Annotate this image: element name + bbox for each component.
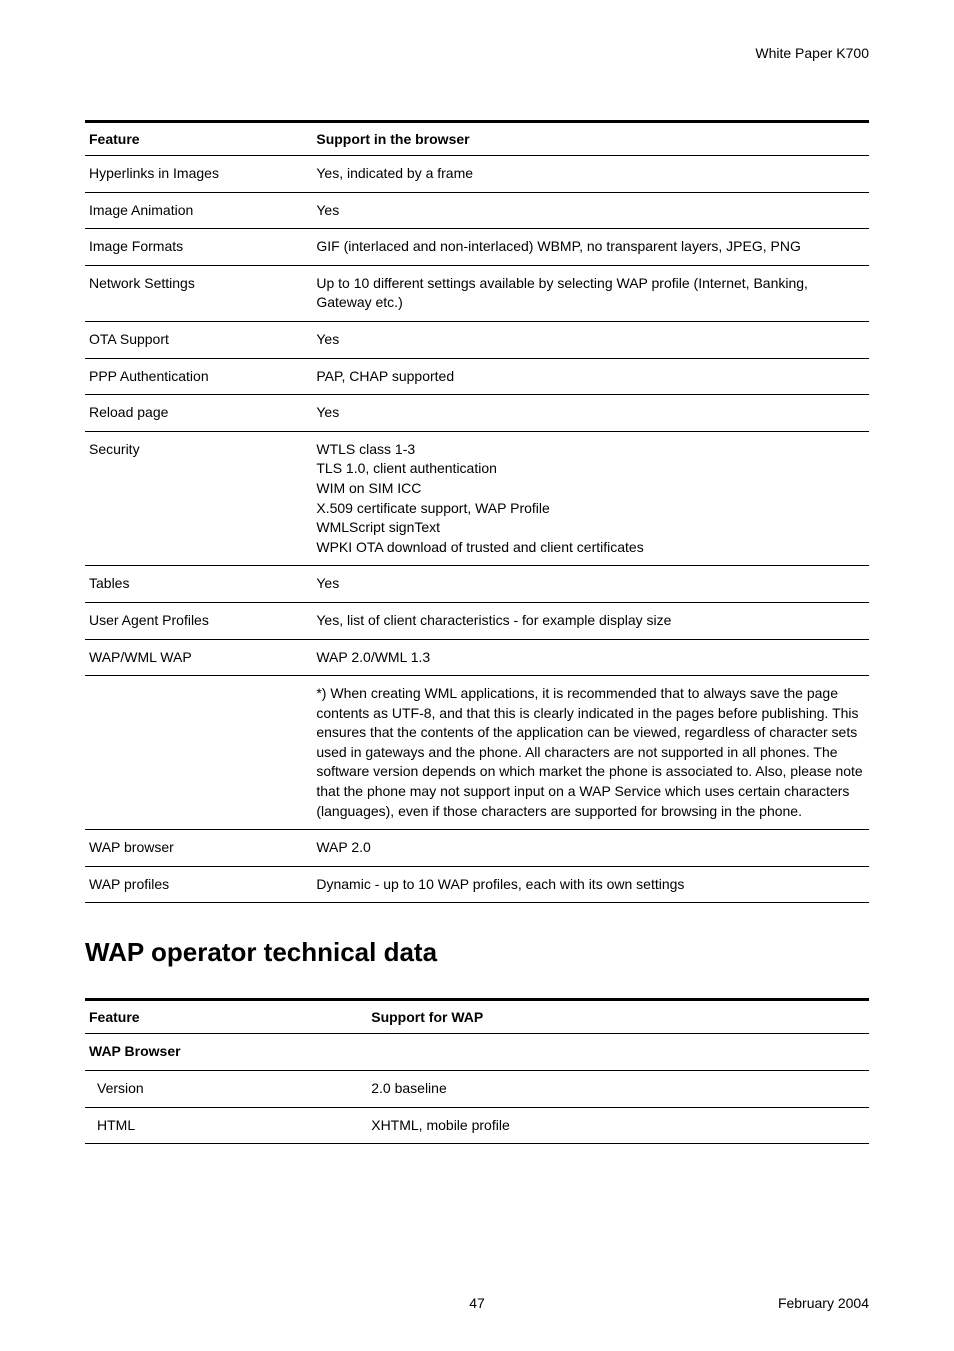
section-title: WAP operator technical data	[85, 937, 869, 968]
cell-support: PAP, CHAP supported	[312, 358, 869, 395]
table-row: SecurityWTLS class 1-3 TLS 1.0, client a…	[85, 431, 869, 566]
cell-feature: Security	[85, 431, 312, 566]
th-feature: Feature	[85, 1000, 367, 1034]
header-right: White Paper K700	[755, 45, 869, 61]
cell-feature: User Agent Profiles	[85, 602, 312, 639]
cell-support: Yes, list of client characteristics - fo…	[312, 602, 869, 639]
cell-support: Yes, indicated by a frame	[312, 156, 869, 193]
th-support: Support in the browser	[312, 122, 869, 156]
cell-feature: WAP profiles	[85, 866, 312, 903]
browser-support-table: Feature Support in the browser Hyperlink…	[85, 120, 869, 903]
table-head-row: Feature Support in the browser	[85, 122, 869, 156]
table-row: Reload pageYes	[85, 395, 869, 432]
wap-operator-table: Feature Support for WAP WAP BrowserVersi…	[85, 998, 869, 1144]
th-support: Support for WAP	[367, 1000, 869, 1034]
cell-support: *) When creating WML applications, it is…	[312, 676, 869, 830]
table-row: HTMLXHTML, mobile profile	[85, 1107, 869, 1144]
cell-feature: WAP/WML WAP	[85, 639, 312, 676]
cell-feature: Version	[85, 1071, 367, 1108]
cell-feature: Hyperlinks in Images	[85, 156, 312, 193]
cell-support: XHTML, mobile profile	[367, 1107, 869, 1144]
table-row: Image FormatsGIF (interlaced and non-int…	[85, 229, 869, 266]
table-row: Network SettingsUp to 10 different setti…	[85, 265, 869, 321]
cell-support: Up to 10 different settings available by…	[312, 265, 869, 321]
cell-support: WAP 2.0/WML 1.3	[312, 639, 869, 676]
table-row: *) When creating WML applications, it is…	[85, 676, 869, 830]
table-head-row: Feature Support for WAP	[85, 1000, 869, 1034]
cell-support: Yes	[312, 192, 869, 229]
header-label: White Paper	[755, 45, 832, 61]
table-row: PPP AuthenticationPAP, CHAP supported	[85, 358, 869, 395]
cell-support: Dynamic - up to 10 WAP profiles, each wi…	[312, 866, 869, 903]
table-row: Hyperlinks in ImagesYes, indicated by a …	[85, 156, 869, 193]
cell-support: Yes	[312, 321, 869, 358]
cell-feature: OTA Support	[85, 321, 312, 358]
cell-support: WAP 2.0	[312, 830, 869, 867]
table-row: WAP profilesDynamic - up to 10 WAP profi…	[85, 866, 869, 903]
cell-support	[367, 1034, 869, 1071]
table-row: Version2.0 baseline	[85, 1071, 869, 1108]
header-model: K700	[836, 45, 869, 61]
footer-date: February 2004	[778, 1295, 869, 1311]
table-row: User Agent ProfilesYes, list of client c…	[85, 602, 869, 639]
cell-support: 2.0 baseline	[367, 1071, 869, 1108]
page-number: 47	[85, 1295, 869, 1311]
table-row: OTA SupportYes	[85, 321, 869, 358]
cell-feature: Reload page	[85, 395, 312, 432]
main-content: Feature Support in the browser Hyperlink…	[85, 120, 869, 1144]
cell-feature: WAP browser	[85, 830, 312, 867]
cell-support: WTLS class 1-3 TLS 1.0, client authentic…	[312, 431, 869, 566]
cell-support: Yes	[312, 566, 869, 603]
cell-feature: PPP Authentication	[85, 358, 312, 395]
cell-feature: Image Animation	[85, 192, 312, 229]
cell-feature: Tables	[85, 566, 312, 603]
page-footer: 47 February 2004	[85, 1295, 869, 1311]
cell-feature: HTML	[85, 1107, 367, 1144]
th-feature: Feature	[85, 122, 312, 156]
table-row: TablesYes	[85, 566, 869, 603]
cell-support: Yes	[312, 395, 869, 432]
cell-feature: Network Settings	[85, 265, 312, 321]
cell-feature	[85, 676, 312, 830]
table-row: WAP/WML WAPWAP 2.0/WML 1.3	[85, 639, 869, 676]
table-row: WAP Browser	[85, 1034, 869, 1071]
cell-feature: Image Formats	[85, 229, 312, 266]
cell-support: GIF (interlaced and non-interlaced) WBMP…	[312, 229, 869, 266]
table-row: WAP browserWAP 2.0	[85, 830, 869, 867]
table-row: Image AnimationYes	[85, 192, 869, 229]
cell-feature: WAP Browser	[85, 1034, 367, 1071]
